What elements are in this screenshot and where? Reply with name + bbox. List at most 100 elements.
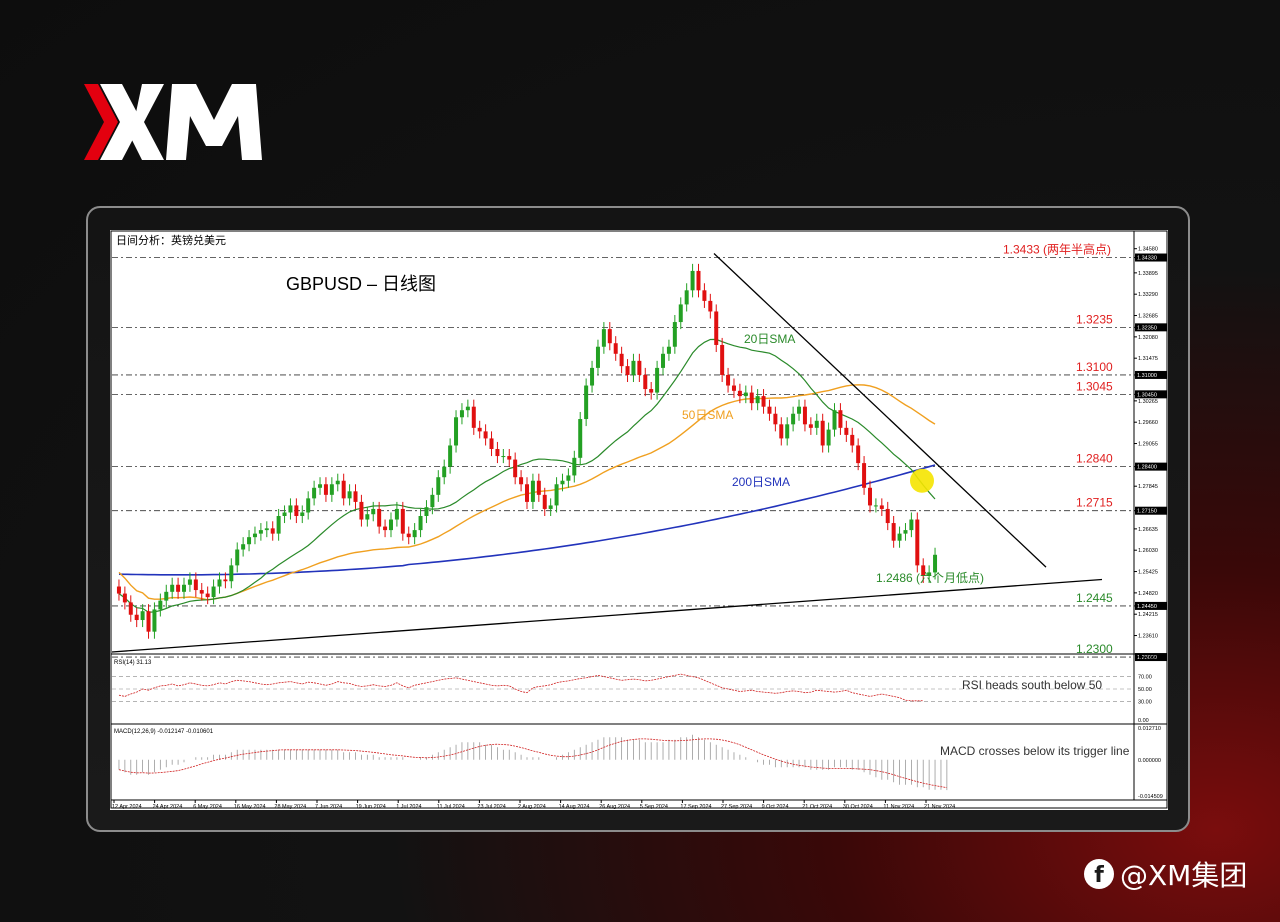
candle-body: [465, 406, 470, 411]
candle-body: [264, 528, 269, 531]
candle-body: [530, 480, 535, 502]
x-tick-label: 17 Sep 2024: [680, 804, 711, 810]
y-tick-label: 1.26030: [1138, 548, 1158, 554]
chart-header: 日间分析：英镑兑美元: [116, 233, 226, 247]
macd-header: MACD(12,26,9) -0.012147 -0.010601: [114, 729, 214, 735]
candle-body: [353, 491, 358, 502]
candle-body: [767, 406, 772, 414]
candle-body: [678, 304, 683, 323]
candle-body: [631, 360, 636, 375]
candle-body: [406, 533, 411, 538]
level-price-tag: [1135, 601, 1167, 610]
level-price-tag: [1135, 253, 1167, 262]
candle-body: [235, 549, 240, 566]
candle-body: [661, 353, 666, 368]
y-tick-label: 1.33290: [1138, 292, 1158, 298]
candle-body: [779, 424, 784, 439]
logo-x-right: [130, 84, 164, 160]
candle-body: [643, 374, 648, 390]
footer-brand: f @XM集团: [1084, 852, 1247, 896]
rsi-tick-label: 0.00: [1138, 718, 1149, 724]
candle-body: [223, 579, 228, 582]
x-tick-label: 30 Oct 2024: [843, 804, 873, 810]
gbpusd-chart: 1.34580 1.34330 1.33895 1.33290 1.32685 1.323…: [110, 230, 1168, 810]
candle-body: [737, 390, 742, 397]
x-tick-label: 6 May 2024: [193, 804, 222, 810]
candle-body: [383, 526, 388, 531]
candle-body: [862, 463, 867, 488]
sma20-line: [118, 338, 936, 613]
candle-body: [318, 484, 323, 488]
candle-body: [672, 322, 677, 347]
x-tick-label: 28 May 2024: [274, 804, 306, 810]
candle-body: [619, 353, 624, 367]
candle-body: [915, 519, 920, 566]
candle-body: [300, 512, 305, 516]
rsi-line: [118, 673, 924, 702]
candle-body: [696, 270, 701, 291]
candle-body: [477, 427, 482, 432]
candle-body: [182, 584, 187, 592]
candle-body: [873, 505, 878, 507]
candle-body: [158, 600, 163, 610]
candle-body: [802, 406, 807, 425]
candle-body: [755, 396, 760, 404]
x-tick-label: 1 Jul 2024: [396, 804, 421, 810]
level-label: 1.3433 (两年半高点): [1003, 242, 1111, 257]
macd-annotation: MACD crosses below its trigger line: [940, 744, 1130, 758]
candle-body: [394, 508, 399, 520]
candle-body: [140, 611, 145, 621]
candle-body: [536, 480, 541, 495]
y-tick-label: 1.30265: [1138, 399, 1158, 405]
x-tick-label: 21 Oct 2024: [802, 804, 832, 810]
candle-body: [921, 565, 926, 576]
chart-panel: 1.34580 1.34330 1.33895 1.33290 1.32685 1.323…: [110, 230, 1168, 810]
candle-body: [412, 530, 417, 538]
level-price-tag-label: 1.32350: [1137, 325, 1157, 331]
candle-body: [773, 413, 778, 425]
candle-body: [347, 491, 352, 499]
sma50-label: 50日SMA: [682, 408, 733, 422]
low-annotation: 1.2486 (六个月低点): [876, 571, 984, 585]
level-label: 1.2300: [1076, 642, 1113, 656]
x-tick-label: 9 Oct 2024: [762, 804, 789, 810]
y-tick-label: 1.24215: [1138, 612, 1158, 618]
candle-body: [820, 420, 825, 446]
candle-body: [193, 579, 198, 591]
candle-body: [554, 484, 559, 506]
rsi-tick-label: 100.00: [1138, 656, 1155, 662]
level-price-tag: [1135, 506, 1167, 515]
resistance-trendline: [713, 253, 1047, 568]
macd-pane: 0.012710 0.000000 -0.014509: [118, 726, 1163, 800]
candle-body: [560, 480, 565, 485]
level-price-tag: [1135, 370, 1167, 379]
candle-body: [146, 611, 151, 632]
x-tick-label: 2 Aug 2024: [518, 804, 546, 810]
chart-title: GBPUSD – 日线图: [286, 274, 436, 294]
candle-body: [885, 508, 890, 524]
x-tick-label: 26 Aug 2024: [599, 804, 630, 810]
candle-body: [850, 434, 855, 446]
y-tick-label: 1.25425: [1138, 570, 1158, 576]
x-tick-label: 19 Jun 2024: [356, 804, 386, 810]
level-label: 1.3100: [1076, 360, 1113, 374]
candle-body: [708, 300, 713, 312]
x-tick-label: 23 Jul 2024: [477, 804, 505, 810]
candle-body: [933, 554, 938, 573]
candle-body: [400, 508, 405, 534]
candle-body: [566, 475, 571, 481]
candle-body: [867, 487, 872, 506]
candle-body: [229, 565, 234, 582]
candle-body: [341, 480, 346, 499]
candle-body: [258, 530, 263, 534]
crossover-highlight: [910, 468, 934, 493]
level-price-tag-label: 1.27150: [1137, 509, 1157, 515]
macd-tick-label: 0.000000: [1138, 758, 1161, 764]
candle-body: [359, 501, 364, 520]
x-tick-label: 11 Nov 2024: [883, 804, 914, 810]
logo-x-left: [100, 84, 142, 160]
candle-body: [501, 456, 506, 458]
candle-body: [613, 343, 618, 354]
rsi-tick-label: 70.00: [1138, 675, 1152, 681]
candle-body: [471, 406, 476, 428]
